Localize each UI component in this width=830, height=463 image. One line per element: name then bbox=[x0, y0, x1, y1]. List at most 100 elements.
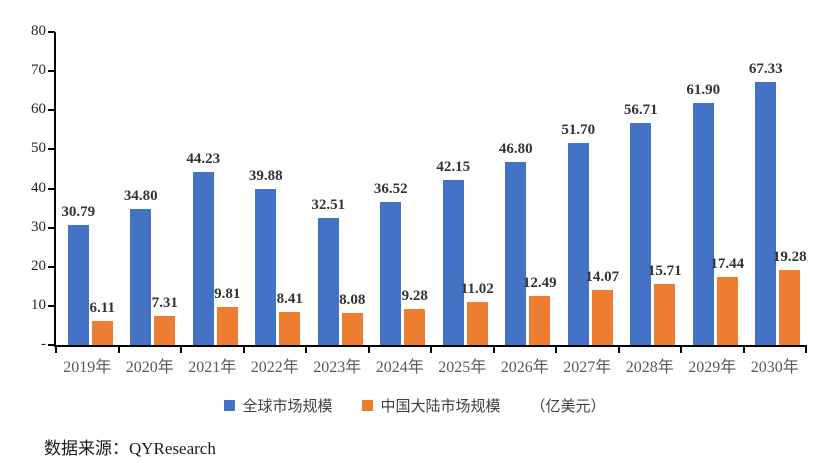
bar-value-label: 39.88 bbox=[248, 167, 283, 184]
bar-wrap: 12.49 bbox=[523, 32, 557, 345]
bar-value-label: 17.44 bbox=[710, 255, 745, 272]
y-tick-label: 10 bbox=[31, 296, 46, 313]
bar-value-label: 9.81 bbox=[214, 285, 241, 302]
bar-group: 30.79 6.11 bbox=[56, 32, 119, 345]
bar-wrap: 14.07 bbox=[585, 32, 619, 345]
bar-value-label: 56.71 bbox=[623, 102, 658, 119]
x-category-label: 2022年 bbox=[250, 359, 299, 376]
bar-global bbox=[630, 123, 652, 345]
bar-china bbox=[779, 269, 801, 345]
bar-value-label: 61.90 bbox=[686, 81, 721, 98]
bar-wrap: 30.79 bbox=[61, 32, 95, 345]
bar-group: 67.33 19.28 bbox=[744, 32, 807, 345]
legend-label: 中国大陆市场规模 bbox=[380, 399, 501, 415]
bar-global bbox=[380, 202, 402, 345]
bar-group: 42.15 11.02 bbox=[431, 32, 494, 345]
legend: 全球市场规模 中国大陆市场规模 （亿美元） bbox=[0, 395, 830, 416]
bar-global bbox=[192, 171, 214, 345]
bar-value-label: 32.51 bbox=[311, 196, 346, 213]
bar-china bbox=[654, 283, 676, 345]
bar-global bbox=[755, 81, 777, 345]
x-tick-mark bbox=[805, 347, 807, 353]
legend-label: 全球市场规模 bbox=[242, 399, 333, 415]
bar-group: 39.88 8.41 bbox=[244, 32, 307, 345]
x-tick-mark bbox=[242, 347, 245, 353]
x-tick-mark bbox=[742, 347, 745, 353]
x-category-label: 2023年 bbox=[313, 359, 362, 376]
bar-china bbox=[529, 296, 551, 345]
x-category-label: 2028年 bbox=[625, 359, 674, 376]
y-tick-mark bbox=[48, 226, 55, 229]
y-tick-mark bbox=[48, 304, 55, 307]
bar-value-label: 15.71 bbox=[647, 262, 682, 279]
plot-area: 30.79 6.11 34.80 7.31 44.23 9.81 39.88 8.41 32.5… bbox=[56, 32, 807, 345]
bar-global bbox=[692, 102, 714, 345]
bar-wrap: 19.28 bbox=[773, 32, 807, 345]
x-category-label: 2025年 bbox=[438, 359, 487, 376]
x-tick-mark bbox=[617, 347, 620, 353]
bar-wrap: 8.08 bbox=[339, 32, 365, 345]
y-tick-mark bbox=[48, 187, 55, 190]
x-tick-mark bbox=[430, 347, 432, 353]
bar-value-label: 46.80 bbox=[498, 140, 533, 157]
y-tick-mark bbox=[48, 344, 55, 346]
bar-value-label: 36.52 bbox=[373, 181, 408, 198]
bar-value-label: 67.33 bbox=[748, 60, 783, 77]
bar-group: 32.51 8.08 bbox=[306, 32, 369, 345]
legend-item: 中国大陆市场规模 bbox=[362, 395, 501, 416]
x-tick-mark bbox=[492, 347, 495, 353]
bar-wrap: 17.44 bbox=[710, 32, 744, 345]
bar-group: 56.71 15.71 bbox=[619, 32, 682, 345]
y-tick-label: 50 bbox=[31, 140, 46, 157]
bar-value-label: 11.02 bbox=[460, 280, 494, 297]
y-tick-mark bbox=[48, 70, 55, 73]
bar-value-label: 44.23 bbox=[186, 150, 221, 167]
bar-value-label: 34.80 bbox=[123, 187, 158, 204]
bar-wrap: 32.51 bbox=[311, 32, 345, 345]
unit-label: （亿美元） bbox=[530, 399, 606, 415]
bar-value-label: 12.49 bbox=[522, 275, 557, 292]
y-tick-label: 60 bbox=[31, 101, 46, 118]
bar-wrap: 39.88 bbox=[249, 32, 283, 345]
bar-global bbox=[505, 161, 527, 345]
bar-global bbox=[442, 180, 464, 345]
y-tick-mark bbox=[48, 148, 55, 151]
data-source-text: 数据来源：QYResearch bbox=[44, 439, 216, 458]
bar-china bbox=[341, 313, 363, 345]
bar-value-label: 7.31 bbox=[151, 295, 178, 312]
x-tick-mark bbox=[180, 347, 182, 353]
bar-china bbox=[216, 306, 238, 345]
bar-global bbox=[567, 142, 589, 345]
bar-wrap: 42.15 bbox=[436, 32, 470, 345]
bar-value-label: 6.11 bbox=[89, 300, 115, 317]
bar-wrap: 51.70 bbox=[561, 32, 595, 345]
x-tick-mark bbox=[305, 347, 307, 353]
bar-china bbox=[279, 312, 301, 345]
x-category-label: 2029年 bbox=[688, 359, 737, 376]
bar-china bbox=[716, 276, 738, 345]
x-tick-mark bbox=[680, 347, 682, 353]
x-category-label: 2021年 bbox=[188, 359, 237, 376]
bar-global bbox=[67, 224, 89, 345]
x-axis-labels: 2019年 2020年 2021年 2022年 2023年 2024年 2025年 2026年… bbox=[56, 353, 806, 377]
x-category-label: 2026年 bbox=[500, 359, 549, 376]
x-category-label: 2030年 bbox=[750, 359, 799, 376]
y-tick-mark bbox=[48, 31, 55, 33]
legend-item: 全球市场规模 bbox=[224, 395, 332, 416]
y-tick-label: 80 bbox=[31, 23, 46, 39]
legend-marker-icon bbox=[224, 400, 236, 411]
x-category-label: 2019年 bbox=[63, 359, 112, 376]
x-category-label: 2020年 bbox=[125, 359, 174, 376]
y-axis-line bbox=[54, 32, 56, 347]
bar-wrap: 61.90 bbox=[686, 32, 720, 345]
bar-wrap: 7.31 bbox=[151, 32, 178, 345]
bar-value-label: 14.07 bbox=[585, 268, 620, 285]
bar-value-label: 30.79 bbox=[61, 203, 96, 220]
bar-wrap: 9.28 bbox=[402, 32, 428, 345]
bar-value-label: 8.41 bbox=[276, 291, 303, 308]
y-tick-mark bbox=[48, 109, 55, 112]
bar-wrap: 8.41 bbox=[276, 32, 303, 345]
bar-china bbox=[91, 321, 113, 345]
bar-global bbox=[255, 188, 277, 345]
